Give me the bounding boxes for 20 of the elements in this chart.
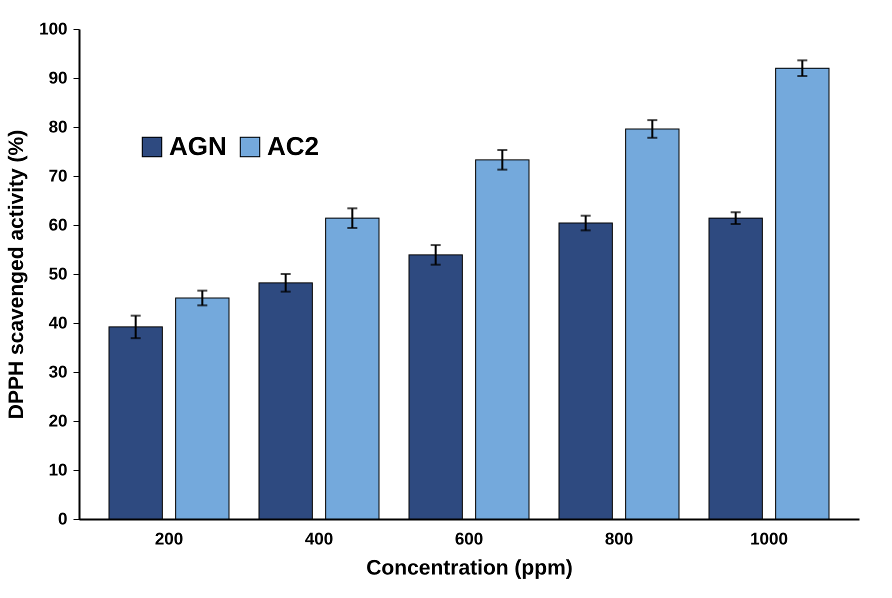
x-tick-label: 600 — [454, 530, 484, 548]
y-axis-title: DPPH scavenged activity (%) — [5, 130, 28, 420]
x-tick-label: 400 — [304, 530, 334, 548]
y-tick-label: 0 — [58, 510, 68, 528]
y-tick-label: 30 — [48, 362, 68, 382]
x-tick-label: 1000 — [750, 530, 788, 548]
x-tick-label: 200 — [154, 530, 184, 548]
y-tick-label: 50 — [48, 264, 68, 284]
x-tick-label: 800 — [604, 530, 634, 548]
y-tick-label: 20 — [48, 412, 68, 430]
y-tick-label: 80 — [48, 118, 68, 136]
y-tick-label: 90 — [48, 68, 68, 88]
y-tick-label: 60 — [48, 216, 68, 234]
y-tick-label: 100 — [39, 20, 68, 38]
y-tick-label: 40 — [48, 314, 68, 332]
legend-label: AGN — [169, 131, 227, 161]
y-tick-label: 70 — [48, 166, 68, 186]
x-axis-title: Concentration (ppm) — [366, 556, 573, 580]
legend-label: AC2 — [267, 131, 320, 161]
y-tick-label: 10 — [48, 460, 68, 480]
